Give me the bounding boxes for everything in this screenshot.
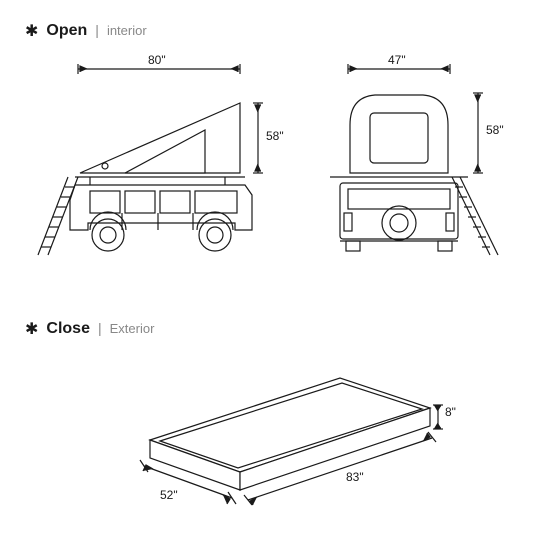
- close-title: Close: [46, 320, 90, 338]
- dim-close-height: 8": [445, 405, 456, 419]
- open-side-view: 80" 58": [30, 55, 290, 275]
- open-rear-view: 47" 58": [320, 55, 520, 275]
- close-iso-view: 8" 83" 52": [110, 350, 470, 520]
- dim-open-side-width: 80": [148, 53, 166, 67]
- open-title: Open: [46, 22, 87, 40]
- dim-open-rear-height: 58": [486, 123, 504, 137]
- close-subtitle: Exterior: [110, 321, 155, 336]
- divider: |: [95, 22, 99, 38]
- dim-open-side-height: 58": [266, 129, 284, 143]
- open-subtitle: interior: [107, 23, 147, 38]
- bullet-icon: ✱: [25, 319, 38, 339]
- dim-open-rear-width: 47": [388, 53, 406, 67]
- dim-close-length: 83": [346, 470, 364, 484]
- dim-close-width: 52": [160, 488, 178, 502]
- divider: |: [98, 320, 102, 336]
- bullet-icon: ✱: [25, 21, 38, 41]
- section-close-header: ✱ Close | Exterior: [25, 318, 154, 338]
- section-open-header: ✱ Open | interior: [25, 20, 147, 40]
